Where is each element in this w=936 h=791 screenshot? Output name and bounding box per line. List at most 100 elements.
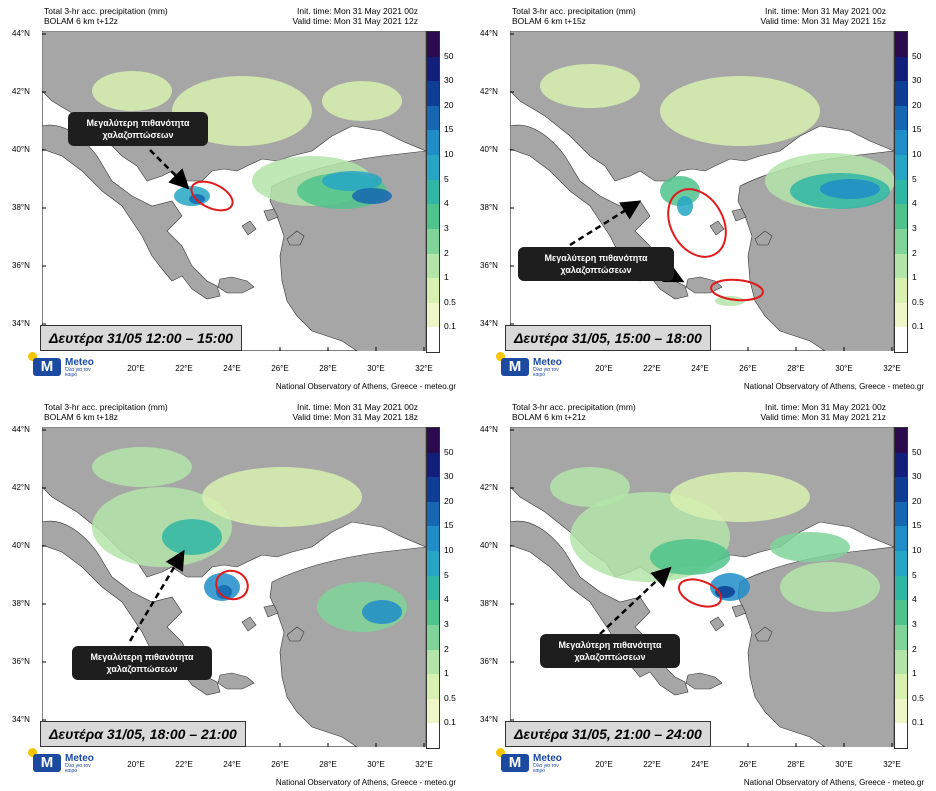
logo-name: Meteo [65,753,94,764]
logo-tagline: Όλα για τον καιρό [533,367,559,378]
colorbar-segment [427,228,439,255]
colorbar-segment [895,526,907,552]
lon-label: 20°E [595,760,613,769]
colorbar-segment [427,204,439,230]
panel-title: Total 3-hr acc. precipitation (mm) BOLAM … [44,402,168,422]
lon-label: 24°E [691,760,709,769]
colorbar-label: 3 [444,222,449,233]
valid-time-label: Valid time: Mon 31 May 2021 21z [760,412,886,422]
colorbar-segment [895,32,907,58]
hail-risk-highlight [215,569,249,601]
colorbar-label: 0.5 [912,296,924,307]
colorbar-label: 10 [444,545,454,556]
lon-label: 24°E [691,364,709,373]
colorbar [426,427,440,749]
hail-callout: Μεγαλύτερη πιθανότητα χαλαζοπτώσεων [518,247,674,281]
precipitation-area [92,447,192,487]
lat-label: 36°N [12,657,30,666]
colorbar-segment [427,327,439,353]
colorbar-label: 15 [444,124,454,135]
logo-name: Meteo [533,753,562,764]
lat-label: 38°N [480,203,498,212]
logo-mark: M [33,358,61,376]
colorbar-segment [427,428,439,454]
lon-label: 20°E [127,760,145,769]
precipitation-area [216,585,232,599]
init-time-label: Init. time: Mon 31 May 2021 00z [765,6,886,16]
hail-risk-highlight [190,180,234,212]
lat-label: 40°N [480,145,498,154]
colorbar-label: 0.5 [444,692,456,703]
lat-label: 42°N [480,87,498,96]
colorbar-segment [895,105,907,131]
land-area [685,672,723,690]
logo-tagline: Όλα για τον καιρό [65,763,91,774]
source-credit: National Observatory of Athens, Greece -… [275,778,456,787]
colorbar-segment [895,477,907,503]
model-run-label: BOLAM 6 km t+18z [44,412,118,422]
colorbar-segment [427,56,439,82]
precipitation-area [322,171,382,191]
sun-icon [496,352,505,361]
hail-risk-highlight [667,188,727,258]
land-area [754,626,773,642]
colorbar-label: 5 [444,569,449,580]
colorbar-label: 1 [444,272,449,283]
colorbar-label: 5 [912,173,917,184]
precipitation-area [677,196,693,216]
forecast-panel: Total 3-hr acc. precipitation (mm) BOLAM … [0,396,468,791]
logo-mark: M [501,358,529,376]
precipitation-area [92,71,172,111]
colorbar-segment [895,155,907,181]
land-area [263,604,279,618]
colorbar-label: 0.5 [912,692,924,703]
lat-label: 36°N [12,261,30,270]
colorbar-label: 2 [912,643,917,654]
colorbar-segment [895,624,907,651]
time-window-label: Δευτέρα 31/05 12:00 – 15:00 [40,325,242,351]
logo-name: Meteo [65,357,94,368]
lat-label: 40°N [12,145,30,154]
precipitation-area [820,179,880,199]
lon-label: 32°E [415,760,433,769]
lat-label: 38°N [480,599,498,608]
lat-label: 44°N [480,29,498,38]
colorbar-label: 10 [912,545,922,556]
panel-title: Total 3-hr acc. precipitation (mm) BOLAM … [512,6,636,26]
lon-label: 30°E [835,760,853,769]
colorbar-segment [895,723,907,749]
precipitation-area [670,472,810,522]
model-run-label: BOLAM 6 km t+12z [44,16,118,26]
lon-label: 20°E [127,364,145,373]
colorbar-label: 2 [444,643,449,654]
logo-name: Meteo [533,357,562,368]
colorbar-label: 50 [444,446,454,457]
colorbar-segment [895,551,907,577]
colorbar-segment [427,477,439,503]
colorbar-label: 20 [444,495,454,506]
logo-tagline: Όλα για τον καιρό [533,763,559,774]
colorbar-segment [895,228,907,255]
colorbar-segment [895,179,907,205]
colorbar-label: 50 [912,50,922,61]
precipitation-map [510,31,894,351]
time-window-label: Δευτέρα 31/05, 15:00 – 18:00 [505,325,711,351]
colorbar-label: 0.1 [444,321,456,332]
time-info: Init. time: Mon 31 May 2021 00z Valid tim… [292,6,418,26]
colorbar-label: 15 [912,124,922,135]
land-area [731,604,747,618]
precipitation-area [352,188,392,204]
time-info: Init. time: Mon 31 May 2021 00z Valid tim… [760,402,886,422]
lat-label: 38°N [12,203,30,212]
colorbar-segment [427,302,439,328]
colorbar-segment [895,81,907,107]
colorbar-segment [895,428,907,454]
land-area [731,208,747,222]
colorbar-label: 50 [912,446,922,457]
precipitation-map [42,31,426,351]
precipitation-map [510,427,894,747]
colorbar-label: 10 [444,149,454,160]
lat-label: 42°N [480,483,498,492]
meteo-logo: M Meteo Όλα για τον καιρό [496,352,566,378]
lat-label: 44°N [12,29,30,38]
